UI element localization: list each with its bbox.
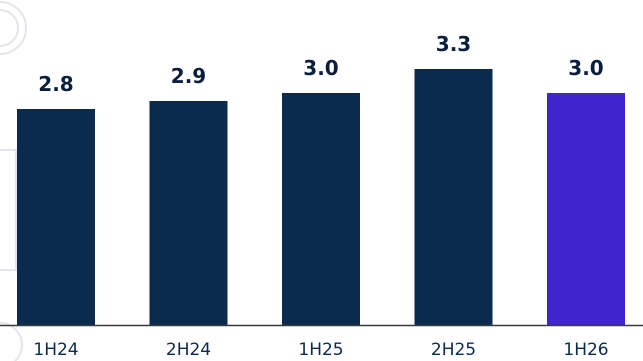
- data-label-2h24: 2.9: [171, 64, 206, 88]
- x-tick-1h25: 1H25: [298, 340, 343, 360]
- bar-1h25: [282, 93, 360, 325]
- x-tick-1h24: 1H24: [33, 340, 78, 360]
- bar-2h24: [149, 101, 228, 325]
- data-label-1h25: 3.0: [303, 56, 338, 80]
- bars-group: [17, 69, 625, 325]
- data-label-1h24: 2.8: [38, 72, 73, 96]
- data-label-1h26: 3.0: [568, 56, 603, 80]
- x-tick-labels-group: 1H24 2H24 1H25 2H25 1H26: [33, 340, 608, 360]
- bar-1h24: [17, 109, 95, 325]
- data-labels-group: 2.8 2.9 3.0 3.3 3.0: [38, 32, 603, 96]
- watermark-decoration: [0, 1, 27, 361]
- bar-1h26: [547, 93, 625, 325]
- x-tick-2h25: 2H25: [431, 340, 476, 360]
- x-tick-2h24: 2H24: [166, 340, 211, 360]
- bar-2h25: [414, 69, 493, 325]
- x-tick-1h26: 1H26: [563, 340, 608, 360]
- data-label-2h25: 3.3: [436, 32, 471, 56]
